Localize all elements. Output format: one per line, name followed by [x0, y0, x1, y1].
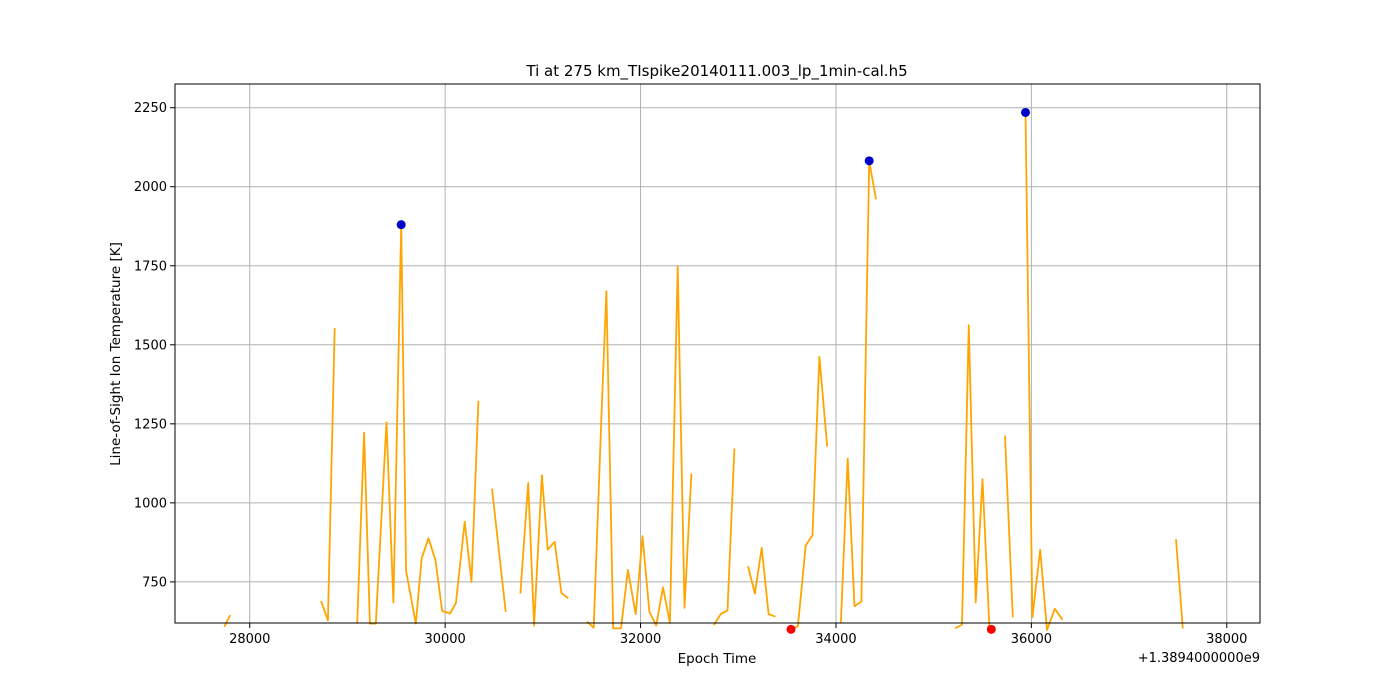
grid: [175, 84, 1260, 623]
y-tick-label: 1750: [134, 259, 167, 274]
x-tick-label: 38000: [1206, 632, 1247, 647]
plot-frame: [174, 83, 1261, 624]
x-tick-label: 30000: [424, 632, 465, 647]
x-tick-label: 28000: [229, 632, 270, 647]
chart-title: Ti at 275 km_TIspike20140111.003_lp_1min…: [525, 62, 907, 81]
x-axis-label: Epoch Time: [678, 651, 757, 667]
series-line-segment: [356, 223, 480, 625]
series-line-segment: [954, 324, 991, 630]
markers: [396, 107, 1031, 634]
x-tick-label: 32000: [620, 632, 661, 647]
series-line-segment: [491, 488, 507, 612]
series-line-segment: [223, 614, 232, 628]
series-line-segment: [1024, 112, 1064, 631]
series-line-segment: [519, 474, 569, 627]
x-tick-label: 34000: [815, 632, 856, 647]
maximum-marker: [1021, 107, 1031, 117]
series-line-segment: [713, 448, 736, 626]
series-lines: [223, 112, 1184, 631]
x-tick-label: 36000: [1011, 632, 1052, 647]
x-axis-offset-label: +1.3894000000e9: [1138, 651, 1260, 666]
maximum-marker: [864, 156, 874, 166]
series-line-segment: [747, 546, 776, 618]
series-line-segment: [320, 328, 336, 622]
y-tick-label: 2250: [134, 101, 167, 116]
ticks: 28000 30000 32000 34000 36000 38000 750 1000 125…: [134, 101, 1248, 647]
y-tick-label: 1500: [134, 338, 167, 353]
series-line-segment: [840, 159, 877, 623]
series-line-segment: [1175, 539, 1184, 629]
maximum-marker: [396, 220, 406, 230]
series-line-segment: [586, 265, 693, 630]
y-tick-label: 2000: [134, 180, 167, 195]
y-tick-label: 1250: [134, 417, 167, 432]
minimum-marker: [986, 624, 996, 634]
y-tick-label: 750: [142, 575, 167, 590]
series-line-segment: [790, 355, 829, 631]
y-axis-label: Line-of-Sight Ion Temperature [K]: [108, 242, 124, 466]
y-tick-label: 1000: [134, 496, 167, 511]
minimum-marker: [786, 624, 796, 634]
series-line-segment: [1004, 435, 1014, 618]
